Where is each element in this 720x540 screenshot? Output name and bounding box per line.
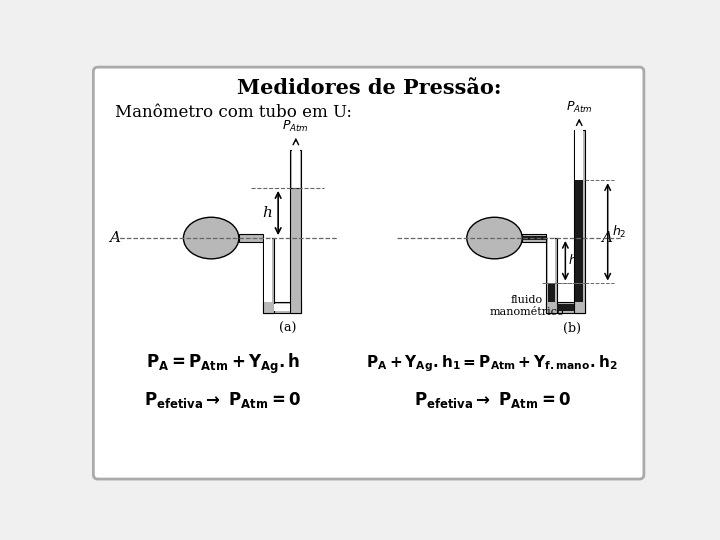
Text: h: h <box>262 206 272 220</box>
Ellipse shape <box>467 217 522 259</box>
Bar <box>546 238 557 313</box>
Text: Medidores de Pressão:: Medidores de Pressão: <box>237 78 501 98</box>
FancyBboxPatch shape <box>94 67 644 479</box>
Ellipse shape <box>184 217 239 259</box>
Text: $\mathbf{P_{efetiva} \rightarrow \ P_{Atm} = 0}$: $\mathbf{P_{efetiva} \rightarrow \ P_{At… <box>144 390 301 410</box>
Text: $h_1$: $h_1$ <box>568 253 583 269</box>
Bar <box>574 130 585 313</box>
Bar <box>548 238 555 302</box>
Text: Manômetro com tubo em U:: Manômetro com tubo em U: <box>115 104 352 121</box>
Bar <box>557 303 574 311</box>
Bar <box>292 150 300 302</box>
Bar <box>522 236 546 240</box>
Bar <box>274 303 290 311</box>
Bar <box>263 238 274 313</box>
Bar <box>290 150 301 313</box>
Bar <box>522 234 546 242</box>
Bar <box>575 130 583 302</box>
Bar <box>575 180 583 302</box>
Text: $\mathbf{P_{efetiva} \rightarrow \ P_{Atm} = 0}$: $\mathbf{P_{efetiva} \rightarrow \ P_{At… <box>413 390 571 410</box>
Text: $\mathbf{P_A= P_{Atm} + \Upsilon_{Ag}.h}$: $\mathbf{P_A= P_{Atm} + \Upsilon_{Ag}.h}… <box>145 352 300 376</box>
Bar <box>546 302 585 313</box>
Text: A: A <box>109 231 120 245</box>
Text: $P_{Atm}$: $P_{Atm}$ <box>282 119 310 134</box>
Text: $h_2$: $h_2$ <box>612 224 627 240</box>
Bar <box>292 188 300 302</box>
Text: fluido
manométrico: fluido manométrico <box>490 295 564 316</box>
Text: A: A <box>601 231 613 245</box>
Bar <box>548 284 555 302</box>
Text: $P_{Atm}$: $P_{Atm}$ <box>566 100 593 115</box>
Text: (a): (a) <box>279 322 297 335</box>
Bar <box>557 303 574 311</box>
Text: $\mathbf{P_A + \Upsilon_{Ag}.h_1 = P_{Atm} + \Upsilon_{f.mano} . h_2}$: $\mathbf{P_A + \Upsilon_{Ag}.h_1 = P_{At… <box>366 353 618 374</box>
Bar <box>263 302 301 313</box>
Bar <box>264 238 272 302</box>
Text: (b): (b) <box>562 322 580 335</box>
Bar <box>239 234 263 242</box>
